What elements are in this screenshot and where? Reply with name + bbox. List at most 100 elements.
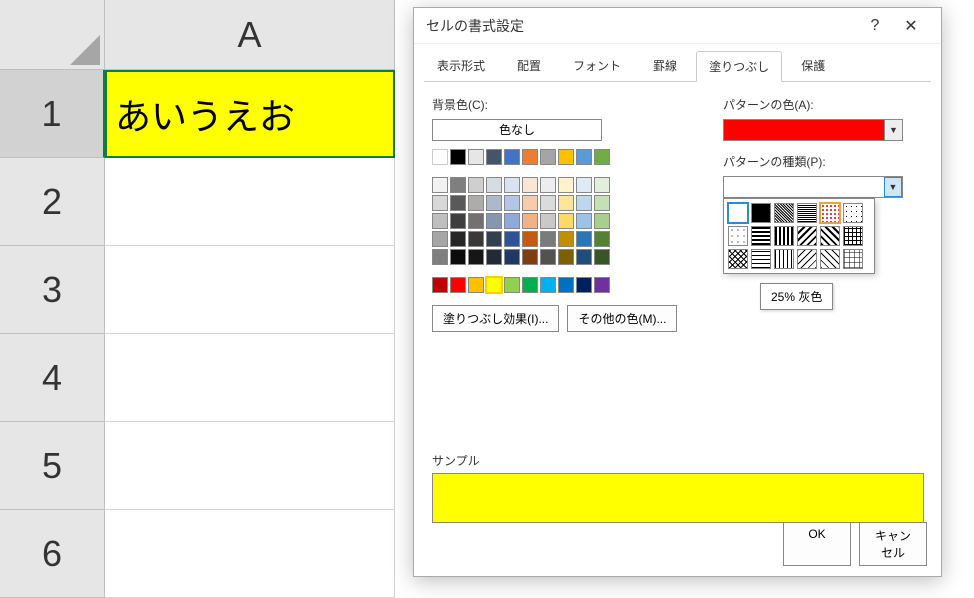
color-swatch[interactable] [504,149,520,165]
color-swatch[interactable] [468,231,484,247]
cell-a2[interactable] [105,158,395,246]
color-swatch[interactable] [450,177,466,193]
color-swatch[interactable] [504,213,520,229]
color-swatch[interactable] [594,249,610,265]
cell-a1[interactable]: あいうえお [105,70,395,158]
tab-number[interactable]: 表示形式 [424,50,498,81]
cell-a5[interactable] [105,422,395,510]
color-swatch[interactable] [432,213,448,229]
pattern-type-combo[interactable]: ▼ [723,176,903,198]
color-swatch[interactable] [468,213,484,229]
color-swatch[interactable] [540,231,556,247]
pattern-75-gray[interactable] [774,203,794,223]
color-swatch[interactable] [450,277,466,293]
color-swatch[interactable] [558,231,574,247]
pattern-vertical[interactable] [774,226,794,246]
color-swatch[interactable] [540,277,556,293]
color-swatch[interactable] [486,213,502,229]
tab-font[interactable]: フォント [560,50,634,81]
color-swatch[interactable] [558,277,574,293]
row-header-5[interactable]: 5 [0,422,105,510]
color-swatch[interactable] [468,149,484,165]
color-swatch[interactable] [504,231,520,247]
color-swatch[interactable] [576,277,592,293]
color-swatch[interactable] [522,231,538,247]
pattern-diag-down[interactable] [797,226,817,246]
color-swatch[interactable] [522,149,538,165]
row-header-3[interactable]: 3 [0,246,105,334]
color-swatch[interactable] [558,177,574,193]
color-swatch[interactable] [594,195,610,211]
pattern-horizontal[interactable] [751,226,771,246]
row-header-2[interactable]: 2 [0,158,105,246]
color-swatch[interactable] [594,277,610,293]
color-swatch[interactable] [432,231,448,247]
color-swatch[interactable] [522,277,538,293]
color-swatch[interactable] [486,195,502,211]
cell-a4[interactable] [105,334,395,422]
color-swatch[interactable] [576,177,592,193]
color-swatch[interactable] [558,213,574,229]
cancel-button[interactable]: キャンセル [859,522,927,566]
column-header-a[interactable]: A [105,0,395,70]
color-swatch[interactable] [558,195,574,211]
color-swatch[interactable] [486,231,502,247]
color-swatch[interactable] [594,149,610,165]
color-swatch[interactable] [504,177,520,193]
pattern-thin-diag-up[interactable] [820,249,840,269]
cell-a3[interactable] [105,246,395,334]
tab-border[interactable]: 罫線 [640,50,690,81]
close-button[interactable]: ✕ [893,11,929,41]
color-swatch[interactable] [486,249,502,265]
color-swatch[interactable] [432,195,448,211]
color-swatch[interactable] [432,277,448,293]
cell-a6[interactable] [105,510,395,598]
color-swatch[interactable] [540,177,556,193]
pattern-color-combo[interactable]: ▼ [723,119,903,141]
pattern-6-gray[interactable] [728,226,748,246]
color-swatch[interactable] [504,195,520,211]
pattern-25-gray[interactable] [820,203,840,223]
color-swatch[interactable] [594,177,610,193]
color-swatch[interactable] [594,231,610,247]
tab-fill[interactable]: 塗りつぶし [696,51,782,82]
color-swatch[interactable] [432,177,448,193]
color-swatch[interactable] [450,231,466,247]
color-swatch[interactable] [522,177,538,193]
row-header-6[interactable]: 6 [0,510,105,598]
color-swatch[interactable] [576,195,592,211]
color-swatch[interactable] [486,177,502,193]
pattern-solid[interactable] [751,203,771,223]
color-swatch[interactable] [522,213,538,229]
select-all-corner[interactable] [0,0,105,70]
color-swatch[interactable] [576,249,592,265]
dialog-titlebar[interactable]: セルの書式設定 ? ✕ [414,8,941,44]
color-swatch[interactable] [486,149,502,165]
color-swatch[interactable] [450,213,466,229]
row-header-1[interactable]: 1 [0,70,105,158]
color-swatch[interactable] [558,249,574,265]
pattern-thin-vertical[interactable] [774,249,794,269]
color-swatch[interactable] [576,213,592,229]
color-swatch[interactable] [450,149,466,165]
chevron-down-icon[interactable]: ▼ [884,120,902,140]
help-button[interactable]: ? [857,11,893,41]
color-swatch[interactable] [522,195,538,211]
fill-effects-button[interactable]: 塗りつぶし効果(I)... [432,305,559,332]
pattern-thin-grid[interactable] [843,249,863,269]
color-swatch[interactable] [486,277,502,293]
chevron-down-icon[interactable]: ▼ [884,177,902,197]
pattern-50-gray[interactable] [797,203,817,223]
color-swatch[interactable] [468,277,484,293]
color-swatch[interactable] [468,195,484,211]
color-swatch[interactable] [540,213,556,229]
color-swatch[interactable] [468,249,484,265]
pattern-12-gray[interactable] [843,203,863,223]
color-swatch[interactable] [540,249,556,265]
pattern-thin-diag-down[interactable] [797,249,817,269]
color-swatch[interactable] [504,249,520,265]
row-header-4[interactable]: 4 [0,334,105,422]
color-swatch[interactable] [540,195,556,211]
pattern-trellis[interactable] [728,249,748,269]
color-swatch[interactable] [468,177,484,193]
